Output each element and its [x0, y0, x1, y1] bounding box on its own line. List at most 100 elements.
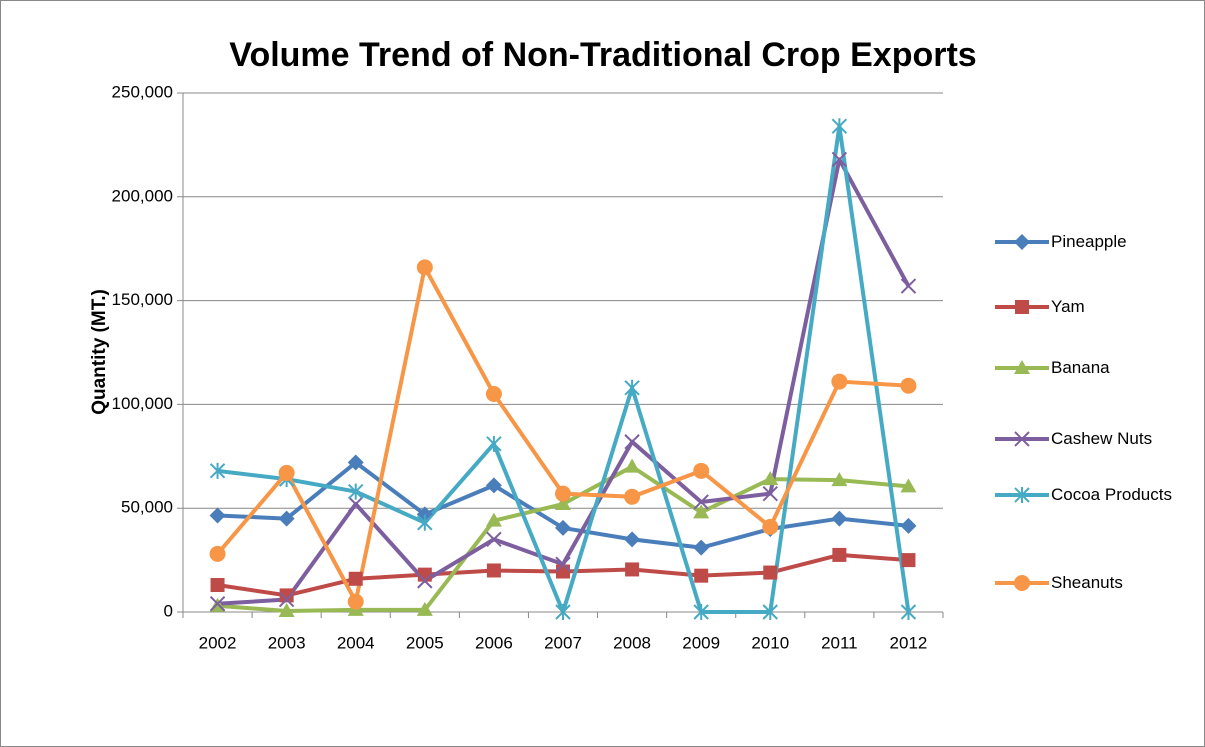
marker [348, 571, 363, 586]
x-tick-label: 2004 [337, 633, 375, 652]
marker [279, 588, 294, 603]
marker [556, 564, 570, 579]
marker [831, 373, 848, 390]
marker [1015, 300, 1029, 314]
marker [900, 604, 917, 620]
marker [347, 593, 364, 610]
legend-label: Yam [1051, 297, 1085, 316]
y-axis-label: Quantity (MT.) [89, 289, 110, 415]
marker [900, 478, 917, 493]
marker [624, 488, 641, 505]
legend-label: Banana [1051, 358, 1110, 377]
y-tick-label: 50,000 [121, 498, 173, 517]
marker [278, 591, 295, 608]
marker [278, 464, 295, 481]
marker [555, 556, 571, 572]
marker [693, 462, 710, 479]
marker [209, 507, 226, 524]
marker [624, 531, 641, 548]
legend-label: Cocoa Products [1051, 485, 1172, 504]
x-tick-label: 2011 [821, 633, 858, 652]
marker [831, 118, 848, 135]
legend-swatch [995, 300, 1049, 314]
marker [417, 514, 433, 531]
y-tick-label: 250,000 [112, 82, 173, 101]
x-tick-label: 2006 [475, 633, 513, 652]
legend-item: Pineapple [993, 230, 1191, 254]
legend-swatch [995, 431, 1049, 447]
marker [209, 595, 226, 612]
marker [624, 434, 640, 450]
marker [485, 512, 502, 527]
legend-label: Sheanuts [1051, 573, 1123, 592]
y-tick-label: 200,000 [112, 186, 173, 205]
marker [486, 435, 502, 452]
marker [416, 259, 433, 276]
marker [555, 604, 571, 620]
legend-item: Sheanuts [993, 571, 1191, 595]
marker [901, 553, 916, 568]
marker [900, 517, 917, 534]
x-tick-label: 2008 [613, 633, 651, 652]
marker [209, 545, 226, 562]
marker [555, 485, 571, 502]
marker [555, 519, 571, 536]
legend-label: Pineapple [1051, 232, 1127, 251]
x-tick-label: 2012 [890, 633, 928, 652]
marker [486, 563, 501, 578]
x-tick-label: 2009 [682, 633, 720, 652]
marker [693, 504, 710, 519]
marker [762, 471, 779, 486]
marker [625, 562, 640, 577]
marker [832, 547, 847, 562]
legend-swatch [995, 234, 1049, 250]
marker [348, 483, 364, 500]
x-tick-label: 2007 [544, 633, 582, 652]
marker [624, 379, 640, 396]
legend-item: Banana [993, 356, 1191, 380]
marker [555, 496, 571, 511]
y-tick-label: 150,000 [112, 290, 173, 309]
y-tick-label: 0 [164, 601, 173, 620]
legend-swatch [995, 360, 1049, 374]
marker [209, 462, 226, 479]
marker [693, 539, 710, 556]
legend-item: Yam [993, 295, 1191, 319]
x-tick-label: 2005 [406, 633, 444, 652]
marker [485, 386, 502, 403]
marker [763, 565, 778, 580]
marker [762, 518, 779, 535]
marker [278, 510, 295, 527]
marker [348, 496, 364, 512]
chart-title: Volume Trend of Non-Traditional Crop Exp… [229, 36, 976, 74]
marker [278, 602, 295, 617]
marker [1014, 234, 1030, 250]
marker [347, 454, 364, 471]
marker [831, 472, 848, 487]
marker [1014, 360, 1030, 374]
marker [1014, 575, 1030, 591]
marker [693, 604, 709, 620]
marker [1014, 487, 1030, 503]
legend-label: Cashew Nuts [1051, 429, 1153, 448]
legend-swatch [995, 575, 1049, 591]
marker [417, 573, 433, 589]
marker [900, 278, 917, 294]
marker [762, 604, 778, 620]
marker [210, 578, 225, 593]
marker [900, 377, 917, 394]
y-tick-label: 100,000 [112, 394, 173, 413]
x-tick-label: 2010 [751, 633, 789, 652]
marker [694, 568, 709, 583]
marker [624, 458, 641, 473]
x-tick-label: 2002 [199, 633, 237, 652]
marker [416, 601, 433, 616]
marker [762, 485, 778, 502]
marker [486, 531, 502, 548]
marker [693, 494, 709, 510]
marker [485, 477, 502, 494]
legend-item: Cashew Nuts [993, 427, 1191, 451]
